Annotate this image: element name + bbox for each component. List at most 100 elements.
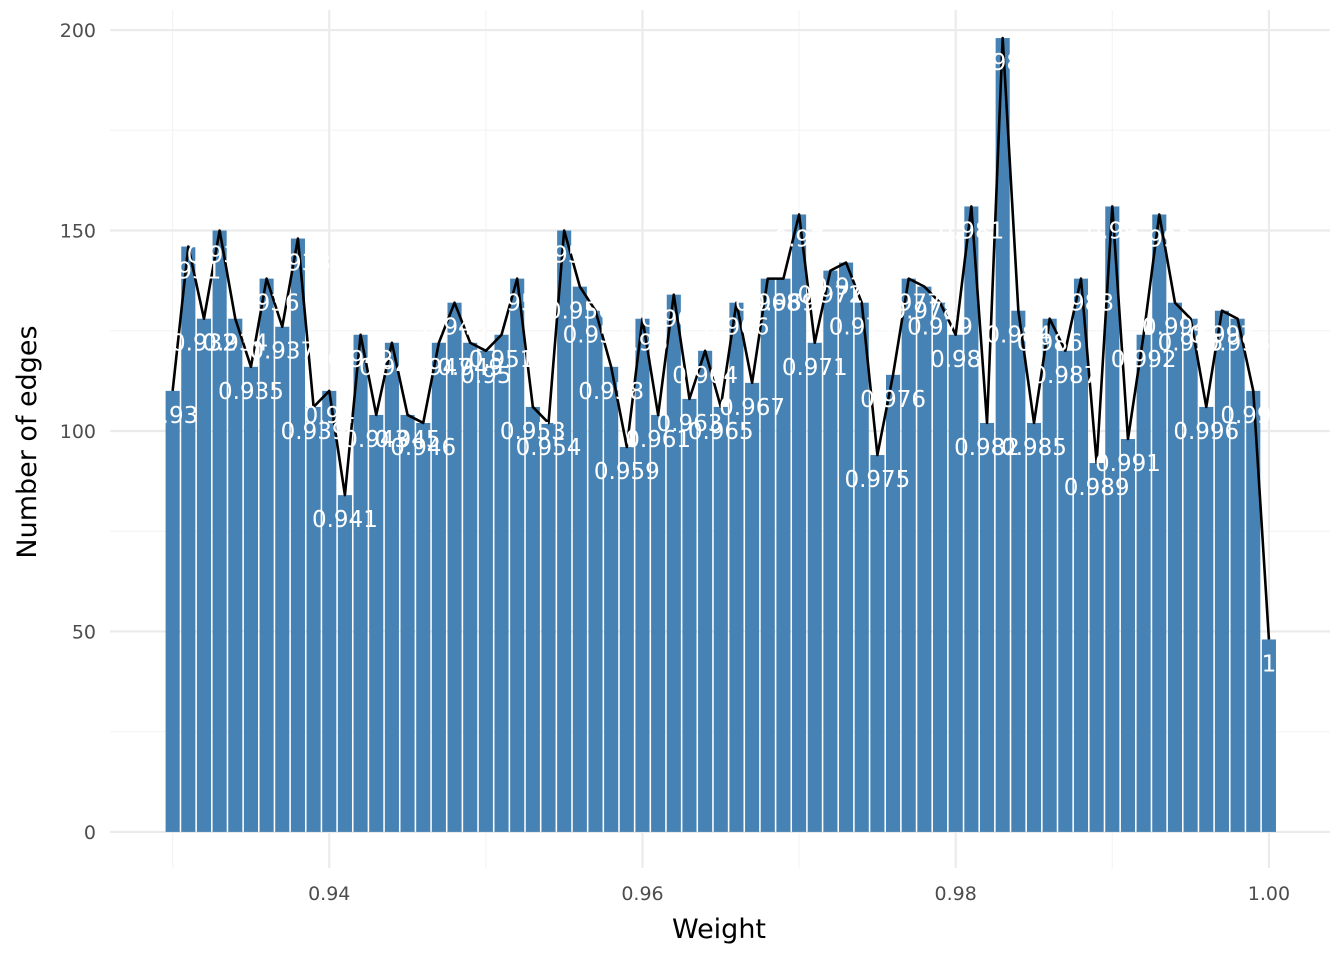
bar <box>228 318 243 832</box>
bar-label: 0.954 <box>516 435 582 461</box>
bar-label: 0.986 <box>1017 331 1083 357</box>
bar-label: 0.959 <box>594 459 660 485</box>
bar <box>1120 439 1136 832</box>
bar-label: 0.931 <box>155 259 221 285</box>
bar <box>337 495 352 832</box>
y-axis-ticks: 0 50 100 150 200 <box>60 20 96 844</box>
y-tick-label: 200 <box>60 20 96 42</box>
bar-label: 0.976 <box>860 387 926 413</box>
bar-label: 0.939 <box>281 419 347 445</box>
bar <box>525 406 540 832</box>
bar-label: 0.94 <box>304 403 355 429</box>
bar <box>979 422 995 832</box>
bar <box>901 278 916 832</box>
bar <box>792 214 807 832</box>
bar <box>1136 334 1151 832</box>
bar <box>854 302 869 832</box>
bar-label: 0.993 <box>1126 226 1192 252</box>
bar <box>1183 318 1198 832</box>
bar <box>541 422 556 832</box>
bar-label: 0.945 <box>375 427 441 453</box>
bar-label: 0.979 <box>907 315 973 341</box>
bar-label: 0.947 <box>406 355 472 381</box>
bar <box>651 414 666 832</box>
bar-label: 0.982 <box>954 435 1020 461</box>
bar-label: 0.96 <box>617 331 668 357</box>
bar-label: 0.971 <box>782 355 848 381</box>
bar-label: 0.965 <box>688 419 754 445</box>
bar-label: 0.972 <box>797 283 863 309</box>
bar <box>572 286 587 832</box>
bar-label: 0.961 <box>625 427 691 453</box>
bar-label: 0.984 <box>985 323 1051 349</box>
bar-label: 0.999 <box>1220 403 1286 429</box>
bar <box>1261 639 1276 832</box>
bar <box>1167 302 1183 832</box>
bar <box>181 246 196 832</box>
bar-label: 0.932 <box>171 331 237 357</box>
bar <box>165 390 180 832</box>
bar-label: 1 <box>1262 651 1277 677</box>
bar-label: 0.968 <box>735 291 801 317</box>
bar-label: 0.934 <box>202 331 268 357</box>
bar <box>369 414 384 832</box>
bar <box>494 334 509 832</box>
bar <box>745 382 760 832</box>
y-tick-label: 0 <box>84 822 96 844</box>
y-tick-label: 50 <box>72 621 96 643</box>
bar-label: 0.938 <box>265 251 331 277</box>
bar <box>1073 278 1089 832</box>
bar <box>807 342 822 832</box>
bar <box>1199 406 1214 832</box>
x-tick-label: 0.98 <box>935 883 977 905</box>
bar-label: 0.973 <box>813 275 879 301</box>
bar-label: 0.951 <box>469 347 535 373</box>
bar <box>1042 318 1057 832</box>
bar-label: 0.995 <box>1158 331 1224 357</box>
bar-label: 0.98 <box>930 347 981 373</box>
bar-labels: 0.93 0.931 0.932 0.933 0.934 0.935 0.936 0.937 0… <box>147 50 1286 677</box>
bar <box>510 278 525 832</box>
x-axis-ticks: 0.94 0.96 0.98 1.00 <box>308 883 1290 905</box>
bar <box>886 374 901 832</box>
bar <box>713 406 728 832</box>
bar-label: 0.99 <box>1087 218 1138 244</box>
bar <box>839 262 854 832</box>
bar <box>948 334 963 832</box>
trend-line <box>171 36 1271 640</box>
bar <box>353 334 368 832</box>
x-tick-label: 0.96 <box>621 883 663 905</box>
bar-label: 0.987 <box>1032 363 1098 389</box>
bar <box>259 278 274 832</box>
bar <box>588 310 603 832</box>
bar-label: 0.937 <box>249 339 315 365</box>
bar <box>619 447 634 832</box>
bar-label: 0.983 <box>970 50 1036 76</box>
bar <box>823 270 838 832</box>
bar-label: 0.998 <box>1205 331 1271 357</box>
bar <box>306 406 321 832</box>
bar-label: 0.992 <box>1111 347 1177 373</box>
trend-line-path <box>171 36 1271 640</box>
bar-label: 0.963 <box>657 411 723 437</box>
bar <box>463 342 478 832</box>
bar <box>1152 214 1167 832</box>
bar <box>870 455 885 832</box>
bar-label: 0.958 <box>578 379 644 405</box>
bar <box>431 342 446 832</box>
bar-label: 0.95 <box>460 363 511 389</box>
bar-label: 0.977 <box>876 291 942 317</box>
bar-label: 0.948 <box>422 315 488 341</box>
y-axis-title: Number of edges <box>12 325 43 558</box>
x-tick-label: 1.00 <box>1248 883 1290 905</box>
bar-label: 0.933 <box>187 243 253 269</box>
x-axis-title: Weight <box>672 914 766 945</box>
bar <box>995 38 1010 832</box>
bar <box>1214 310 1229 832</box>
bar <box>1230 318 1245 832</box>
bar-label: 0.964 <box>672 363 738 389</box>
bar-label: 0.969 <box>750 291 816 317</box>
bar-label: 0.942 <box>328 347 394 373</box>
bar <box>275 326 290 832</box>
